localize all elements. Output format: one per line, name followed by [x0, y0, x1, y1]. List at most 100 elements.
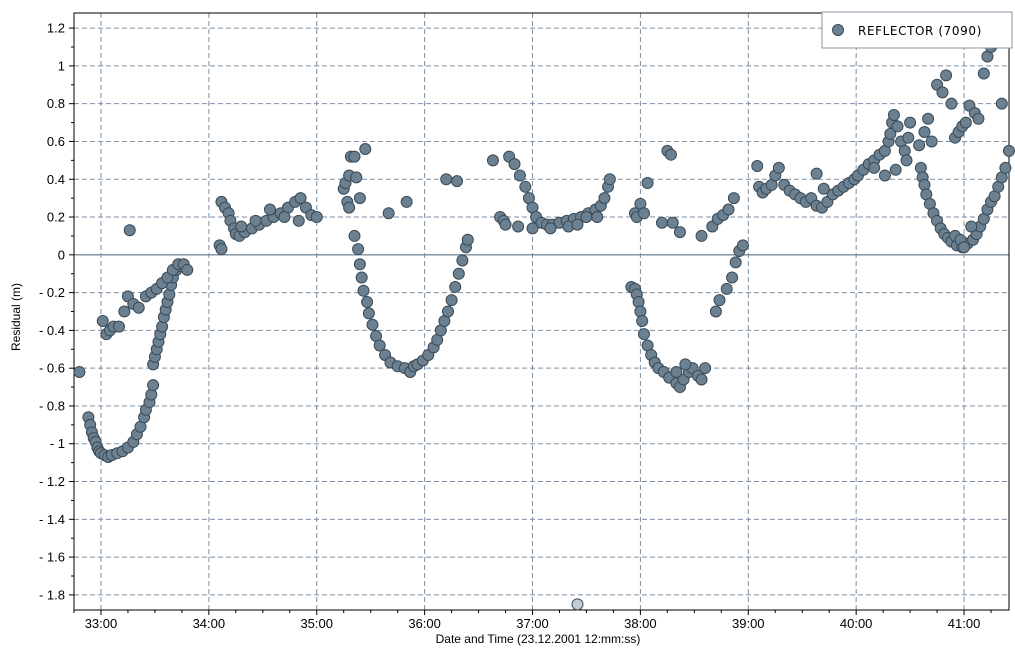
y-tick-label: 1: [58, 58, 65, 73]
data-point: [751, 160, 764, 173]
data-point: [772, 161, 785, 174]
data-point: [999, 161, 1012, 174]
data-point: [382, 207, 395, 220]
grid-lines: [74, 13, 1009, 610]
data-point: [655, 216, 668, 229]
data-point: [900, 154, 913, 167]
data-point: [959, 116, 972, 129]
data-point: [263, 203, 276, 216]
data-point: [709, 305, 722, 318]
data-point: [112, 320, 125, 333]
data-point: [353, 192, 366, 205]
data-point: [352, 243, 365, 256]
data-point: [891, 120, 904, 133]
data-point: [918, 126, 931, 139]
data-point: [373, 339, 386, 352]
data-point: [666, 216, 679, 229]
data-point: [727, 192, 740, 205]
data-point: [972, 112, 985, 125]
data-point: [118, 305, 131, 318]
data-point: [936, 86, 949, 99]
plot-frame: [73, 12, 1010, 611]
data-point: [884, 127, 897, 140]
data-point: [913, 139, 926, 152]
y-tick-label: - 0.4: [39, 323, 65, 338]
data-point: [123, 224, 136, 237]
data-point: [965, 220, 978, 233]
data-point: [571, 598, 584, 611]
data-point: [362, 307, 375, 320]
data-point: [904, 116, 917, 129]
data-point: [452, 267, 465, 280]
data-point: [450, 175, 463, 188]
data-point: [580, 211, 593, 224]
data-points: [73, 37, 1015, 611]
data-point: [1003, 144, 1015, 157]
data-point: [722, 203, 735, 216]
data-point: [641, 177, 654, 190]
y-tick-label: - 0.8: [39, 398, 65, 413]
data-point: [695, 229, 708, 242]
data-point: [147, 379, 160, 392]
data-point: [181, 263, 194, 276]
data-point: [695, 373, 708, 386]
y-tick-label: - 0.6: [39, 361, 65, 376]
data-point: [887, 109, 900, 122]
data-point: [310, 211, 323, 224]
data-point: [442, 305, 454, 318]
data-point: [73, 365, 86, 378]
data-point: [664, 148, 677, 161]
data-point: [461, 233, 474, 246]
data-point: [598, 192, 611, 205]
x-tick-label: 40:00: [840, 616, 873, 631]
x-tick-label: 36:00: [408, 616, 441, 631]
data-point: [810, 167, 823, 180]
data-point: [235, 220, 248, 233]
data-point: [456, 254, 469, 267]
data-point: [361, 296, 374, 309]
data-point: [348, 229, 361, 242]
data-point: [519, 180, 532, 193]
data-point: [278, 211, 291, 224]
data-point: [636, 314, 649, 327]
x-tick-label: 39:00: [732, 616, 765, 631]
data-point: [292, 214, 305, 227]
data-point: [366, 318, 379, 331]
y-axis-title: Residual (m): [9, 283, 23, 351]
data-point: [889, 163, 902, 176]
data-point: [400, 195, 413, 208]
x-axis-title: Date and Time (23.12.2001 12:mm:ss): [436, 632, 641, 646]
data-point: [922, 112, 935, 125]
legend-box: [821, 11, 1013, 49]
y-tick-label: 0.8: [47, 96, 65, 111]
data-point: [486, 154, 499, 167]
data-point: [670, 365, 683, 378]
data-point: [440, 173, 453, 186]
y-tick-label: - 1.8: [39, 587, 65, 602]
axes: [69, 12, 1010, 615]
x-tick-label: 35:00: [300, 616, 333, 631]
data-point: [720, 282, 733, 295]
data-point: [526, 222, 539, 235]
data-point: [817, 182, 830, 195]
data-point: [940, 69, 953, 82]
data-point: [508, 158, 521, 171]
data-point: [736, 239, 749, 252]
data-point: [878, 169, 891, 182]
x-tick-label: 38:00: [624, 616, 657, 631]
data-point: [995, 97, 1008, 110]
legend: REFLECTOR (7090): [821, 11, 1013, 49]
y-tick-label: 0: [58, 247, 65, 262]
y-tick-label: 0.6: [47, 134, 65, 149]
data-point: [348, 150, 361, 163]
data-point: [357, 284, 370, 297]
legend-label: REFLECTOR (7090): [858, 24, 982, 38]
data-point: [637, 207, 650, 220]
data-point: [945, 97, 958, 110]
data-point: [353, 258, 366, 271]
data-point: [673, 226, 686, 239]
y-tick-label: - 1: [50, 436, 65, 451]
data-point: [571, 218, 584, 231]
y-tick-label: - 0.2: [39, 285, 65, 300]
